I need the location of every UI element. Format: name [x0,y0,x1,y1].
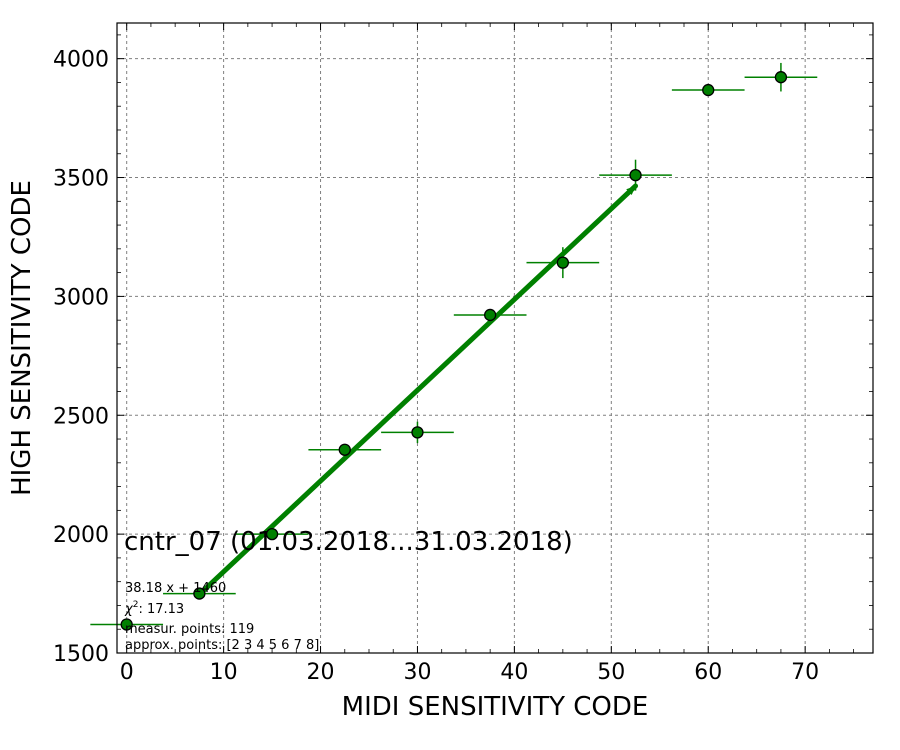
y-tick-label: 2000 [53,523,109,548]
measured-points-label: measur. points: 119 [125,622,254,637]
y-tick-label: 3500 [53,167,109,192]
axes [116,22,874,654]
fit-arrow-head [626,185,636,196]
fit-equation-label: 38.18 x + 1460 [125,581,226,596]
data-point [193,587,206,600]
y-axis-label: HIGH SENSITIVITY CODE [7,180,37,496]
data-points [120,71,788,631]
y-tick-label: 2500 [53,404,109,429]
data-point [774,71,788,84]
data-point [629,169,642,182]
x-tick-label: 30 [403,660,431,685]
x-tick-label: 50 [597,660,625,685]
x-tick-label: 60 [694,660,722,685]
data-point [702,83,715,97]
chi-squared-label: χ2: 17.13 [124,600,184,617]
x-tick-label: 70 [791,660,819,685]
data-point [484,308,497,322]
y-tick-label: 3000 [53,285,109,310]
chi-value: : 17.13 [138,602,184,617]
chi-symbol: χ [124,602,134,617]
y-tick-label: 1500 [53,642,109,667]
x-tick-label: 20 [307,660,335,685]
data-point [411,426,424,439]
data-point [338,443,351,456]
x-tick-label: 10 [210,660,238,685]
plot-frame [116,22,874,654]
y-tick-label: 4000 [53,48,109,73]
ticks: 0 10 20 30 40 50 60 70 1500 2000 2500 3000 3500 4000 [53,23,873,685]
x-tick-label: 40 [500,660,528,685]
data-point [265,527,279,541]
approx-points-label: approx. points: [2 3 4 5 6 7 8] [125,638,319,653]
x-tick-label: 0 [120,660,134,685]
grid [117,23,873,654]
chart-annotation-title: cntr_07 (01.03.2018...31.03.2018) [124,527,573,557]
data-point [556,256,569,269]
chi-superscript: 2 [133,600,139,610]
x-axis-label: MIDI SENSITIVITY CODE [342,692,649,722]
data-point [120,618,133,631]
